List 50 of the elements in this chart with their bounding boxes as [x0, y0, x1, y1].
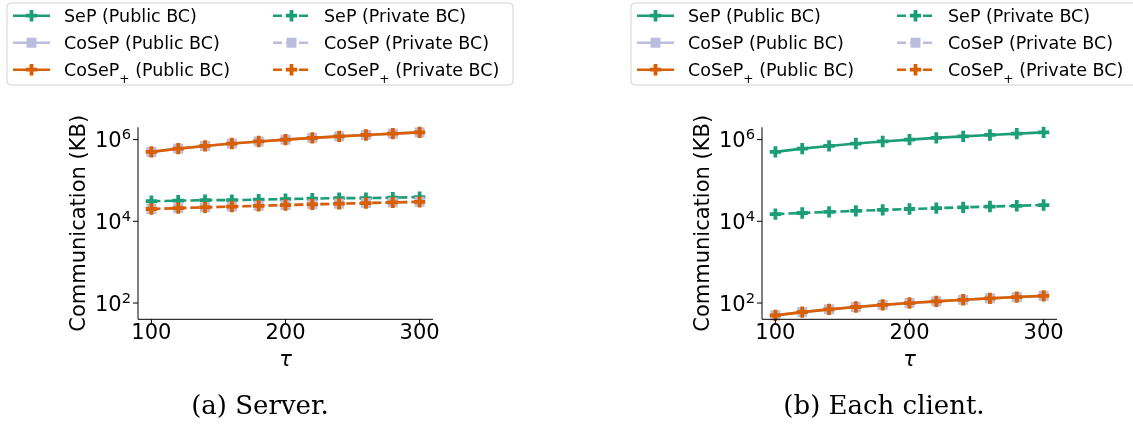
point — [796, 142, 808, 155]
legend-label: CoSeP (Public BC) — [688, 33, 844, 53]
point — [769, 146, 782, 158]
y-tick-label: 10$^{4}$ — [718, 206, 755, 234]
legend-label: CoSeP$_{+}$ (Private BC) — [948, 60, 1124, 86]
point — [823, 140, 835, 152]
legend-label: SeP (Public BC) — [64, 6, 197, 26]
legend-label: SeP (Private BC) — [948, 6, 1091, 26]
point — [984, 129, 996, 141]
legend-label: CoSeP$_{+}$ (Public BC) — [64, 60, 231, 86]
point — [1011, 200, 1023, 212]
point — [769, 208, 782, 220]
x-tick-label: 300 — [1023, 320, 1064, 344]
y-axis-title: Communication (KB) — [66, 114, 90, 332]
point — [1037, 199, 1050, 211]
point — [957, 201, 969, 214]
legend-label: CoSeP$_{+}$ (Public BC) — [688, 60, 855, 86]
x-tick-label: 200 — [265, 320, 306, 344]
x-tick-label: 300 — [399, 320, 440, 344]
point — [1011, 127, 1023, 140]
y-tick-label: 10$^{4}$ — [94, 206, 131, 234]
y-tick-label: 10$^{2}$ — [718, 288, 755, 316]
point — [876, 135, 889, 148]
x-tick-label: 100 — [755, 320, 796, 344]
text: (a) Server. — [191, 390, 329, 420]
point — [903, 203, 916, 215]
point — [984, 200, 996, 213]
point — [850, 137, 862, 150]
y-axis-title: Communication (KB) — [690, 114, 714, 332]
legend-label: CoSeP (Public BC) — [64, 33, 220, 53]
text: (b) Each client. — [783, 390, 985, 420]
x-axis-title: τ — [903, 347, 917, 371]
point — [876, 204, 889, 216]
legend-label: SeP (Public BC) — [688, 6, 821, 26]
point — [823, 206, 835, 218]
point — [796, 207, 808, 219]
legend-label: CoSeP (Private BC) — [324, 33, 490, 53]
point — [957, 130, 969, 143]
legend-label: CoSeP$_{+}$ (Private BC) — [324, 60, 500, 86]
point — [930, 132, 943, 144]
y-tick-label: 10$^{6}$ — [718, 124, 755, 153]
legend-label: SeP (Private BC) — [324, 6, 467, 26]
y-tick-label: 10$^{6}$ — [94, 124, 131, 153]
x-axis-title: τ — [279, 347, 293, 371]
point — [850, 205, 862, 217]
x-tick-label: 200 — [889, 320, 930, 344]
y-tick-label: 10$^{2}$ — [94, 288, 131, 316]
legend-label: CoSeP (Private BC) — [948, 33, 1114, 53]
point — [930, 202, 943, 214]
x-tick-label: 100 — [131, 320, 172, 344]
